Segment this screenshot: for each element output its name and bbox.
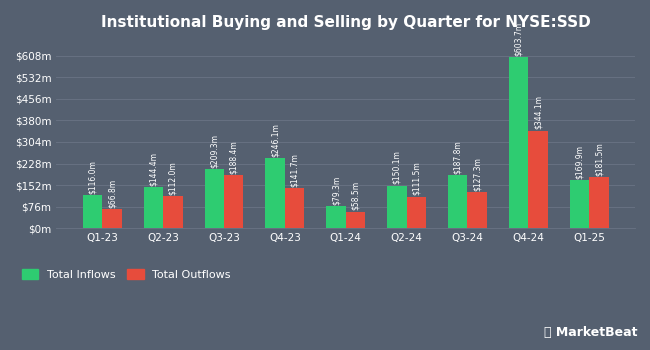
Text: $58.5m: $58.5m [351, 181, 360, 210]
Bar [346, 212, 365, 228]
Bar [285, 188, 304, 228]
Text: $112.0m: $112.0m [168, 162, 177, 195]
Text: $603.7m: $603.7m [514, 22, 523, 56]
Bar [102, 209, 122, 228]
Bar [509, 57, 528, 228]
Text: $246.1m: $246.1m [270, 123, 280, 157]
Text: $181.5m: $181.5m [595, 142, 603, 176]
Bar [205, 169, 224, 228]
Text: $127.3m: $127.3m [473, 157, 482, 191]
Bar [144, 187, 163, 228]
Bar [528, 131, 548, 228]
Text: $66.8m: $66.8m [107, 179, 116, 208]
Text: $187.8m: $187.8m [453, 140, 462, 174]
Bar [326, 206, 346, 228]
Bar [467, 192, 487, 228]
Bar [163, 196, 183, 228]
Title: Institutional Buying and Selling by Quarter for NYSE:SSD: Institutional Buying and Selling by Quar… [101, 15, 591, 30]
Text: $209.3m: $209.3m [210, 134, 219, 168]
Bar [387, 186, 407, 228]
Bar [590, 177, 608, 228]
Text: ⼿ MarketBeat: ⼿ MarketBeat [543, 327, 637, 340]
Bar [265, 159, 285, 228]
Text: $144.4m: $144.4m [149, 152, 158, 186]
Legend: Total Inflows, Total Outflows: Total Inflows, Total Outflows [21, 269, 231, 280]
Bar [448, 175, 467, 228]
Text: $116.0m: $116.0m [88, 160, 97, 194]
Bar [570, 180, 590, 228]
Bar [83, 195, 102, 228]
Text: $79.3m: $79.3m [332, 175, 341, 204]
Text: $150.1m: $150.1m [393, 150, 401, 184]
Bar [407, 197, 426, 228]
Text: $111.5m: $111.5m [412, 162, 421, 195]
Text: $169.9m: $169.9m [575, 145, 584, 179]
Text: $188.4m: $188.4m [229, 140, 239, 174]
Bar [224, 175, 244, 228]
Text: $141.7m: $141.7m [290, 153, 299, 187]
Text: $344.1m: $344.1m [534, 96, 543, 130]
